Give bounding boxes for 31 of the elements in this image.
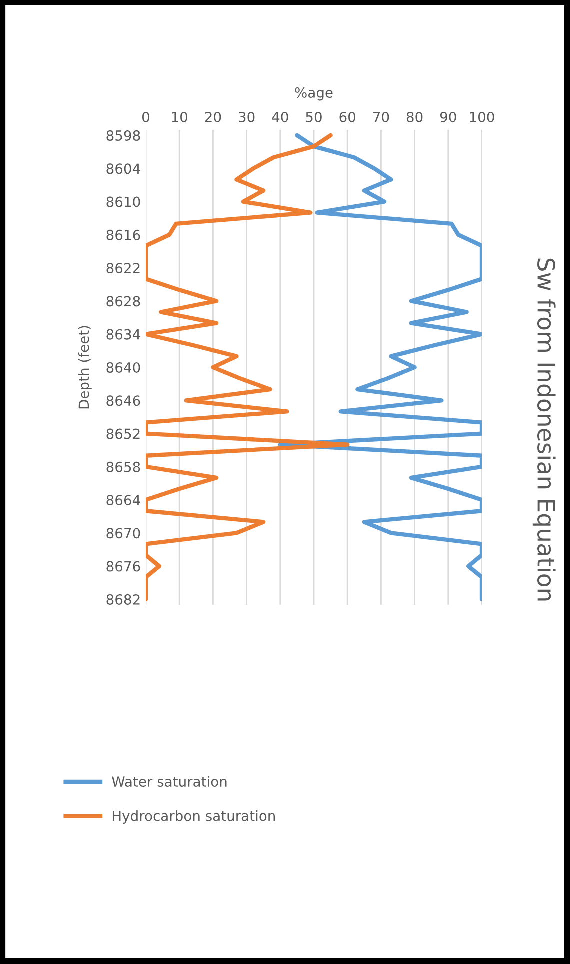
x-tick-label: 50 <box>306 112 322 122</box>
legend-label: Water saturation <box>112 776 227 788</box>
y-tick-label: 8682 <box>106 594 140 605</box>
x-axis-title: %age <box>295 88 333 101</box>
x-tick-label: 100 <box>470 112 494 122</box>
y-tick-label: 8598 <box>106 130 140 141</box>
y-tick-label: 8622 <box>106 263 140 274</box>
y-tick-label: 8604 <box>106 164 140 174</box>
y-tick-label: 8658 <box>106 462 140 472</box>
x-tick-label: 90 <box>440 112 456 122</box>
y-tick-label: 8670 <box>106 528 140 539</box>
x-tick-label: 10 <box>172 112 188 122</box>
y-tick-label: 8616 <box>106 230 140 240</box>
x-tick-label: 80 <box>406 112 423 122</box>
x-tick-label: 20 <box>205 112 222 122</box>
text: Sw from Indonesian Equation <box>532 258 556 601</box>
y-tick-label: 8634 <box>106 329 140 340</box>
x-tick-label: 0 <box>142 112 150 122</box>
y-tick-label: 8652 <box>106 428 140 440</box>
x-tick-label: 40 <box>272 112 288 122</box>
legend-label: Hydrocarbon saturation <box>112 810 276 824</box>
y-tick-label: 8628 <box>106 296 140 307</box>
y-tick-label: 8676 <box>106 561 140 572</box>
y-axis-title: Depth (feet) <box>78 326 92 409</box>
y-tick-label: 8640 <box>106 362 140 373</box>
y-tick-label: 8610 <box>106 196 140 208</box>
y-tick-label: 8664 <box>106 495 140 506</box>
x-tick-label: 70 <box>374 112 390 122</box>
x-tick-label: 60 <box>340 112 356 122</box>
x-tick-label: 30 <box>239 112 255 122</box>
y-tick-label: 8646 <box>106 396 140 406</box>
